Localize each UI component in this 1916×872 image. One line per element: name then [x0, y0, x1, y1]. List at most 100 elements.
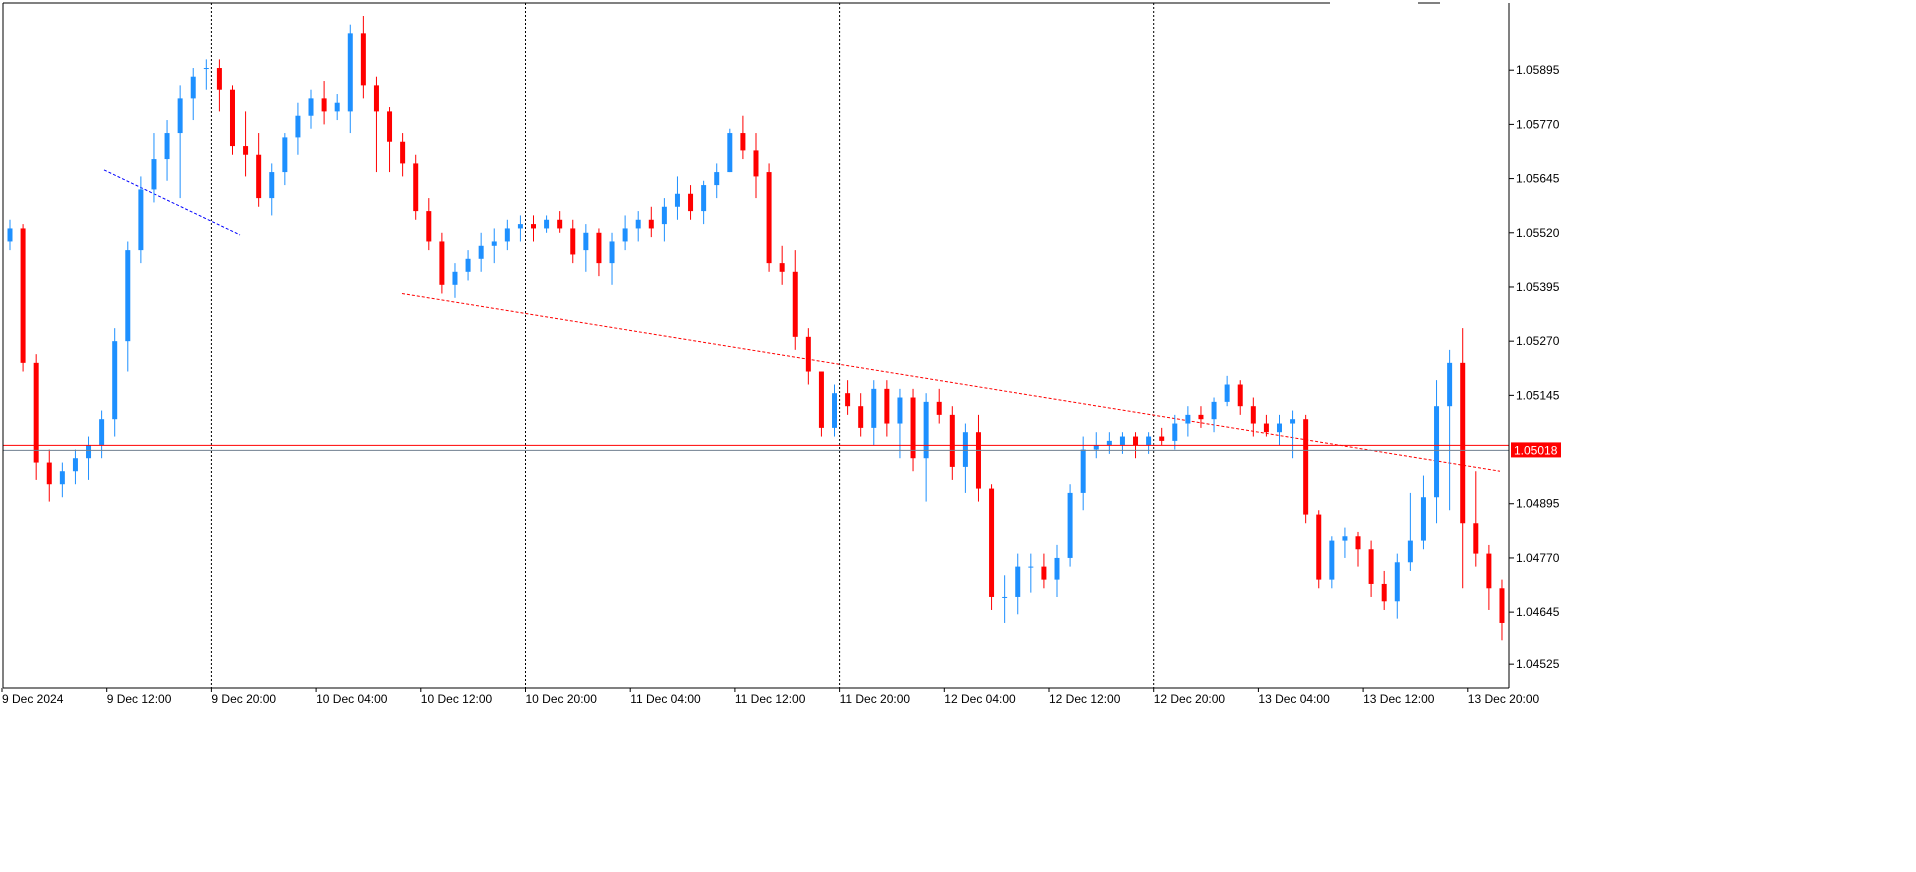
candle[interactable] [936, 388, 942, 424]
candle[interactable] [308, 89, 314, 129]
trend-line-red[interactable] [401, 292, 1501, 472]
candle[interactable] [20, 224, 26, 372]
candle[interactable] [1067, 484, 1073, 567]
candle[interactable] [504, 219, 510, 251]
candle[interactable] [740, 115, 746, 160]
candle[interactable] [1420, 475, 1426, 550]
candle[interactable] [1329, 536, 1335, 589]
candle[interactable] [962, 423, 968, 493]
candle[interactable] [1080, 436, 1086, 511]
candle[interactable] [1263, 414, 1269, 437]
candle[interactable] [72, 449, 78, 485]
candle[interactable] [557, 211, 563, 233]
candle[interactable] [190, 68, 196, 121]
candle[interactable] [845, 380, 851, 415]
candle[interactable] [1486, 544, 1492, 610]
candle[interactable] [1407, 492, 1413, 571]
candle[interactable] [792, 250, 798, 350]
candle[interactable] [321, 81, 327, 125]
candle[interactable] [949, 406, 955, 480]
candle[interactable] [1250, 397, 1256, 437]
candle[interactable] [975, 414, 981, 502]
candle[interactable] [1381, 570, 1387, 610]
candle[interactable] [1434, 380, 1440, 524]
candle[interactable] [413, 154, 419, 220]
candle[interactable] [1499, 579, 1505, 641]
candle[interactable] [661, 198, 667, 242]
candle[interactable] [426, 198, 432, 251]
candle[interactable] [387, 107, 393, 173]
candle[interactable] [714, 163, 720, 199]
candle[interactable] [1316, 510, 1322, 589]
candle[interactable] [216, 59, 222, 112]
candle[interactable] [229, 85, 235, 155]
candle[interactable] [583, 224, 589, 272]
candle[interactable] [897, 388, 903, 459]
candle[interactable] [596, 228, 602, 277]
candle[interactable] [1460, 328, 1466, 589]
candle[interactable] [334, 94, 340, 121]
candle[interactable] [910, 388, 916, 472]
candle[interactable] [818, 371, 824, 437]
candle[interactable] [112, 328, 118, 437]
candle-series[interactable] [7, 16, 1505, 641]
candle[interactable] [1041, 553, 1047, 589]
candle[interactable] [871, 380, 877, 446]
candle[interactable] [203, 59, 209, 90]
candle[interactable] [360, 16, 366, 99]
candle[interactable] [347, 24, 353, 134]
candle[interactable] [858, 393, 864, 437]
candle[interactable] [164, 120, 170, 181]
candle[interactable] [622, 215, 628, 251]
trend-lines[interactable] [103, 169, 1501, 472]
candle[interactable] [151, 133, 157, 203]
candle[interactable] [46, 449, 52, 502]
candle[interactable] [1054, 544, 1060, 597]
candle[interactable] [570, 219, 576, 264]
candle[interactable] [33, 354, 39, 480]
candle[interactable] [989, 484, 995, 610]
candle[interactable] [727, 128, 733, 173]
candle[interactable] [884, 380, 890, 437]
candle[interactable] [766, 163, 772, 272]
candle[interactable] [269, 163, 275, 216]
candle[interactable] [805, 328, 811, 385]
candle[interactable] [609, 232, 615, 285]
candle[interactable] [832, 384, 838, 437]
trend-line-blue[interactable] [103, 169, 241, 236]
candle[interactable] [1368, 540, 1374, 597]
candle[interactable] [491, 228, 497, 264]
candle[interactable] [177, 85, 183, 199]
candle[interactable] [1355, 531, 1361, 567]
candle[interactable] [1002, 575, 1008, 623]
candle[interactable] [86, 436, 92, 480]
candle[interactable] [282, 133, 288, 186]
candle[interactable] [243, 111, 249, 177]
candle[interactable] [59, 462, 65, 498]
candle[interactable] [531, 215, 536, 242]
candle[interactable] [452, 263, 458, 298]
candle[interactable] [7, 219, 13, 251]
candle[interactable] [295, 102, 301, 155]
candle[interactable] [1015, 553, 1021, 615]
candle[interactable] [1342, 527, 1348, 558]
candle[interactable] [373, 76, 379, 173]
candle[interactable] [439, 232, 445, 294]
candle[interactable] [465, 250, 471, 281]
candle[interactable] [1276, 414, 1282, 446]
candle[interactable] [1198, 406, 1204, 428]
candle[interactable] [753, 133, 759, 199]
candle[interactable] [478, 232, 484, 272]
candle[interactable] [648, 206, 654, 238]
candle[interactable] [635, 211, 641, 242]
candle[interactable] [1172, 414, 1178, 450]
candle[interactable] [1473, 471, 1479, 567]
candle[interactable] [1224, 375, 1230, 407]
candle[interactable] [1447, 349, 1453, 511]
candle[interactable] [701, 180, 707, 225]
candle[interactable] [125, 241, 131, 372]
candle[interactable] [1028, 553, 1034, 593]
candle[interactable] [1185, 406, 1191, 437]
